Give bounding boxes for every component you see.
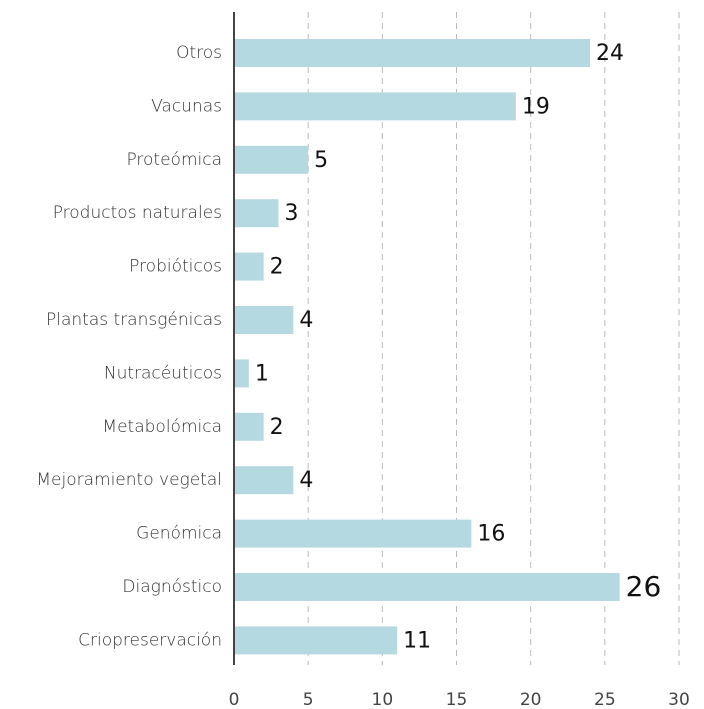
x-tick-label: 10 <box>372 690 394 709</box>
data-label: 16 <box>477 522 505 547</box>
bar <box>234 199 279 228</box>
y-tick-label: Nutracéuticos <box>104 363 222 383</box>
y-tick-label: Productos naturales <box>53 203 222 223</box>
y-tick-label: Criopreservación <box>78 630 222 650</box>
data-label: 2 <box>270 255 284 280</box>
x-tick-label: 15 <box>446 690 468 709</box>
bar <box>234 359 249 388</box>
bar <box>234 626 398 655</box>
data-label: 26 <box>626 570 662 603</box>
y-tick-label: Metabolómica <box>102 417 222 437</box>
data-label: 2 <box>270 415 284 440</box>
data-label: 3 <box>285 201 299 226</box>
x-tick-label: 5 <box>303 690 314 709</box>
y-tick-label: Genómica <box>136 524 222 544</box>
bar <box>234 145 309 174</box>
bar <box>234 466 294 495</box>
data-label: 4 <box>299 308 313 333</box>
bar <box>234 306 294 334</box>
y-tick-label: Probióticos <box>129 257 222 277</box>
x-tick-label: 25 <box>594 690 616 709</box>
data-label: 4 <box>299 468 313 493</box>
data-label: 24 <box>596 41 624 66</box>
y-tick-label: Otros <box>176 43 222 63</box>
y-tick-label: Plantas transgénicas <box>46 310 222 330</box>
y-tick-label: Proteómica <box>126 150 222 170</box>
x-tick-label: 20 <box>520 690 542 709</box>
bar <box>234 92 516 121</box>
bar <box>234 39 590 67</box>
bar <box>234 252 264 281</box>
data-label: 11 <box>403 628 431 653</box>
y-tick-label: Vacunas <box>151 96 222 116</box>
x-tick-label: 0 <box>229 690 240 709</box>
bar <box>234 573 620 601</box>
bar <box>234 412 264 441</box>
y-tick-label: Mejoramiento vegetal <box>36 470 222 490</box>
bar <box>234 519 472 548</box>
data-label: 1 <box>255 361 269 386</box>
data-label: 5 <box>314 148 328 173</box>
x-tick-label: 30 <box>668 690 690 709</box>
y-tick-label: Diagnóstico <box>122 577 222 597</box>
data-label: 19 <box>522 94 550 119</box>
